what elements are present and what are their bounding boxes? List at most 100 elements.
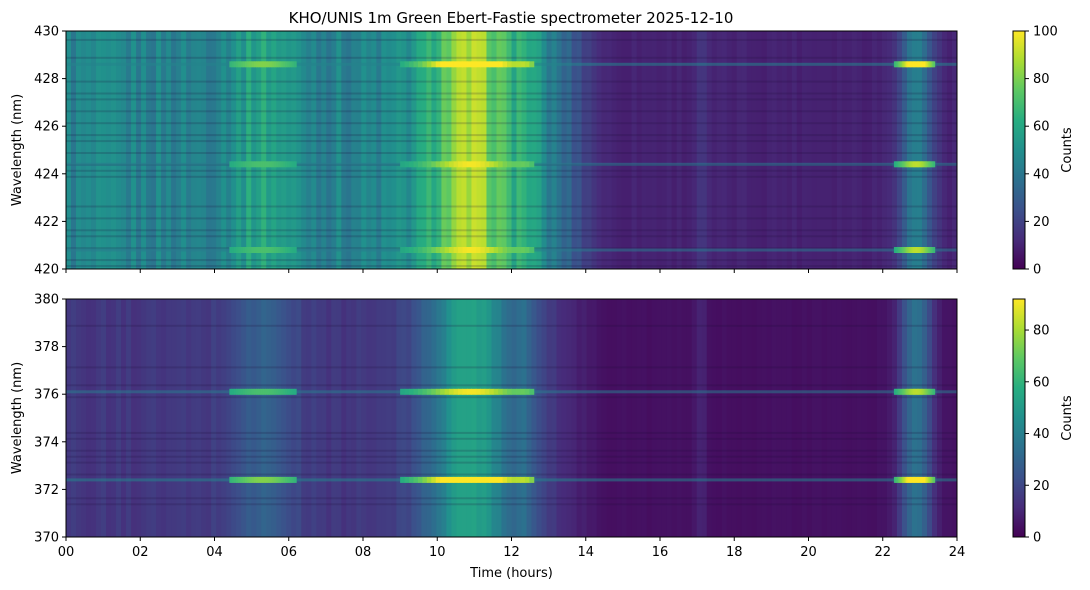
emission-line-segment (919, 161, 922, 168)
emission-line-segment (903, 61, 906, 68)
heatmap-column (611, 299, 618, 537)
emission-line-segment (912, 247, 915, 253)
heatmap-column (361, 299, 367, 537)
heatmap-column (556, 299, 563, 537)
heatmap-column (106, 31, 112, 269)
emission-line-segment (933, 476, 936, 483)
emission-line-segment (462, 388, 468, 395)
heatmap-column (816, 31, 823, 269)
emission-line-segment (431, 247, 437, 253)
emission-line-segment (908, 388, 911, 395)
emission-line-segment (260, 247, 264, 253)
heatmap-column (231, 299, 237, 537)
heatmap-column (176, 31, 182, 269)
emission-line-segment (453, 476, 459, 483)
heatmap-row-stripe (66, 497, 957, 500)
emission-line-segment (919, 476, 922, 483)
emission-line-segment (400, 476, 406, 483)
heatmap-column (616, 31, 623, 269)
emission-line-segment (249, 247, 253, 253)
heatmap-column (606, 31, 613, 269)
heatmap-column (396, 31, 402, 269)
heatmap-column (536, 299, 543, 537)
x-tick-label: 02 (132, 545, 149, 560)
heatmap-column (376, 299, 382, 537)
emission-line-segment (498, 388, 504, 395)
heatmap-column (746, 299, 753, 537)
heatmap-column (851, 31, 858, 269)
emission-line-segment (918, 61, 921, 68)
emission-line-segment (902, 247, 904, 253)
heatmap-column (301, 299, 307, 537)
emission-line-segment (273, 161, 277, 168)
emission-line-segment (904, 476, 907, 483)
heatmap-column (326, 299, 332, 537)
emission-line-segment (906, 161, 908, 168)
heatmap-column (121, 299, 127, 537)
heatmap-column (921, 31, 928, 269)
heatmap-column (806, 299, 813, 537)
emission-line-segment (431, 161, 437, 168)
heatmap-column (216, 31, 222, 269)
heatmap-column (646, 31, 653, 269)
emission-line-segment (422, 61, 428, 68)
x-tick-label: 22 (874, 545, 891, 560)
emission-line-segment (529, 61, 535, 68)
heatmap-column (451, 299, 458, 537)
x-tick-label: 16 (652, 545, 669, 560)
heatmap-row-stripe (66, 56, 957, 59)
heatmap-column (351, 31, 357, 269)
heatmap-column (836, 31, 843, 269)
heatmap-column (571, 299, 578, 537)
emission-line-segment (444, 388, 450, 395)
x-tick-label: 18 (726, 545, 743, 560)
heatmap-column (276, 31, 282, 269)
emission-line-segment (267, 247, 270, 253)
emission-line-segment (289, 161, 293, 168)
emission-line-segment (262, 161, 266, 168)
colorbar-tick-label: 80 (1033, 72, 1050, 87)
heatmap-column (866, 299, 873, 537)
emission-line-segment (515, 476, 521, 483)
emission-line-segment (471, 476, 477, 483)
emission-line-segment (466, 247, 472, 253)
heatmap-column (271, 31, 277, 269)
emission-line-segment (431, 61, 437, 68)
heatmap-column (241, 31, 247, 269)
heatmap-column (681, 299, 688, 537)
heatmap-row-stripe (66, 205, 957, 208)
emission-line-segment (287, 161, 290, 168)
emission-line-segment (899, 388, 902, 395)
emission-line-segment (915, 247, 918, 253)
heatmap-row-stripe (66, 265, 957, 267)
heatmap-column (336, 299, 342, 537)
emission-line-segment (471, 161, 477, 168)
heatmap-column (476, 31, 483, 269)
emission-line-segment (927, 476, 930, 483)
heatmap-column (911, 31, 918, 269)
emission-line-segment (906, 476, 908, 483)
heatmap-column (281, 299, 287, 537)
emission-line-segment (902, 61, 904, 68)
emission-line-segment (910, 61, 913, 68)
emission-line-segment (929, 247, 932, 253)
emission-line-segment (260, 61, 264, 68)
heatmap-row-stripe (66, 229, 957, 232)
heatmap-column (701, 31, 708, 269)
emission-line-segment (907, 388, 910, 395)
emission-line-segment (922, 247, 925, 253)
heatmap-column (736, 299, 743, 537)
emission-line-segment (904, 388, 907, 395)
emission-line-segment (242, 161, 246, 168)
y-tick-label: 424 (34, 167, 59, 182)
emission-line-segment (927, 161, 930, 168)
emission-line-segment (291, 161, 295, 168)
emission-line-segment (267, 476, 270, 483)
emission-line-segment (285, 61, 288, 68)
heatmap-column (521, 31, 528, 269)
heatmap-column (446, 31, 453, 269)
heatmap-column (826, 299, 833, 537)
emission-line-segment (417, 247, 423, 253)
